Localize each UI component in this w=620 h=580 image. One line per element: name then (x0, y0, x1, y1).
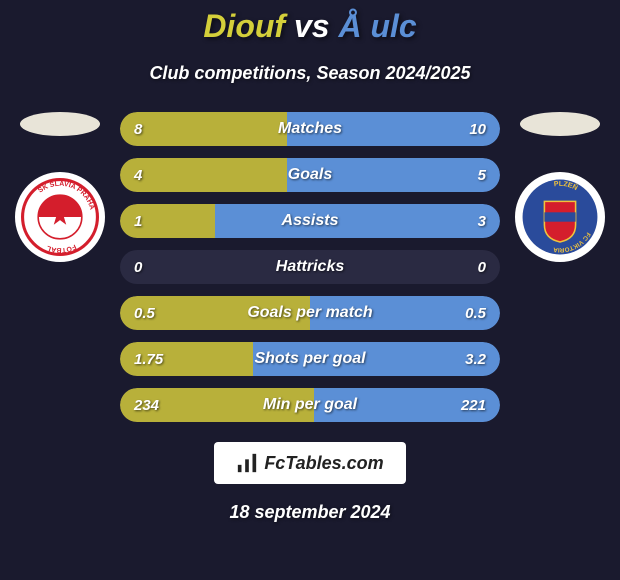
stat-value-right: 5 (478, 167, 486, 184)
stat-label: Goals (288, 166, 332, 184)
stat-value-left: 8 (134, 121, 142, 138)
right-badge-column: PLZEŇ FC VIKTORIA (510, 112, 610, 262)
stat-value-right: 3 (478, 213, 486, 230)
stat-label: Hattricks (276, 258, 344, 276)
stat-value-left: 234 (134, 397, 159, 414)
page-title: Diouf vs Å ulc (0, 0, 620, 45)
right-ellipse (520, 112, 600, 136)
player1-name: Diouf (203, 8, 285, 44)
player2-name: Å ulc (338, 8, 416, 44)
fctables-logo-text: FcTables.com (264, 453, 383, 474)
footer-logo-wrap: FcTables.com (0, 442, 620, 484)
viktoria-plzen-badge: PLZEŇ FC VIKTORIA (515, 172, 605, 262)
stat-value-left: 4 (134, 167, 142, 184)
stat-label: Min per goal (263, 396, 357, 414)
bar-left (120, 112, 287, 146)
stat-row: 234 Min per goal 221 (120, 388, 500, 422)
stat-row: 1 Assists 3 (120, 204, 500, 238)
fctables-logo[interactable]: FcTables.com (214, 442, 405, 484)
stat-label: Shots per goal (254, 350, 365, 368)
stat-value-right: 10 (469, 121, 486, 138)
stat-label: Matches (278, 120, 342, 138)
vs-text: vs (294, 8, 330, 44)
stats-area: SK SLAVIA PRAHA FOTBAL 8Matches104Goals5… (0, 112, 620, 434)
stat-row: 1.75 Shots per goal 3.2 (120, 342, 500, 376)
stat-value-left: 1 (134, 213, 142, 230)
stat-value-left: 1.75 (134, 351, 163, 368)
viktoria-plzen-logo-svg: PLZEŇ FC VIKTORIA (521, 178, 599, 256)
stat-row: 0.5 Goals per match 0.5 (120, 296, 500, 330)
stat-value-right: 3.2 (465, 351, 486, 368)
stat-row: 8 Matches 10 (120, 112, 500, 146)
stat-value-right: 0 (478, 259, 486, 276)
stat-value-right: 0.5 (465, 305, 486, 322)
stat-label: Goals per match (247, 304, 372, 322)
stat-label: Assists (282, 212, 339, 230)
stats-bars: 8 Matches 10 4 Goals 5 1 Assists 3 0 Hattricks 0 0.5… (110, 112, 510, 434)
stat-value-right: 221 (461, 397, 486, 414)
stat-value-left: 0 (134, 259, 142, 276)
bar-left (120, 158, 287, 192)
stat-row: 4 Goals 5 (120, 158, 500, 192)
slavia-praha-logo-svg: SK SLAVIA PRAHA FOTBAL (21, 178, 99, 256)
bar-right (215, 204, 500, 238)
stat-row: 0 Hattricks 0 (120, 250, 500, 284)
left-ellipse (20, 112, 100, 136)
date: 18 september 2024 (0, 502, 620, 523)
slavia-praha-badge: SK SLAVIA PRAHA FOTBAL (15, 172, 105, 262)
left-badge-column: SK SLAVIA PRAHA FOTBAL (10, 112, 110, 262)
chart-icon (236, 452, 258, 474)
stat-value-left: 0.5 (134, 305, 155, 322)
comparison-container: Diouf vs Å ulc Club competitions, Season… (0, 0, 620, 580)
subtitle: Club competitions, Season 2024/2025 (0, 63, 620, 84)
